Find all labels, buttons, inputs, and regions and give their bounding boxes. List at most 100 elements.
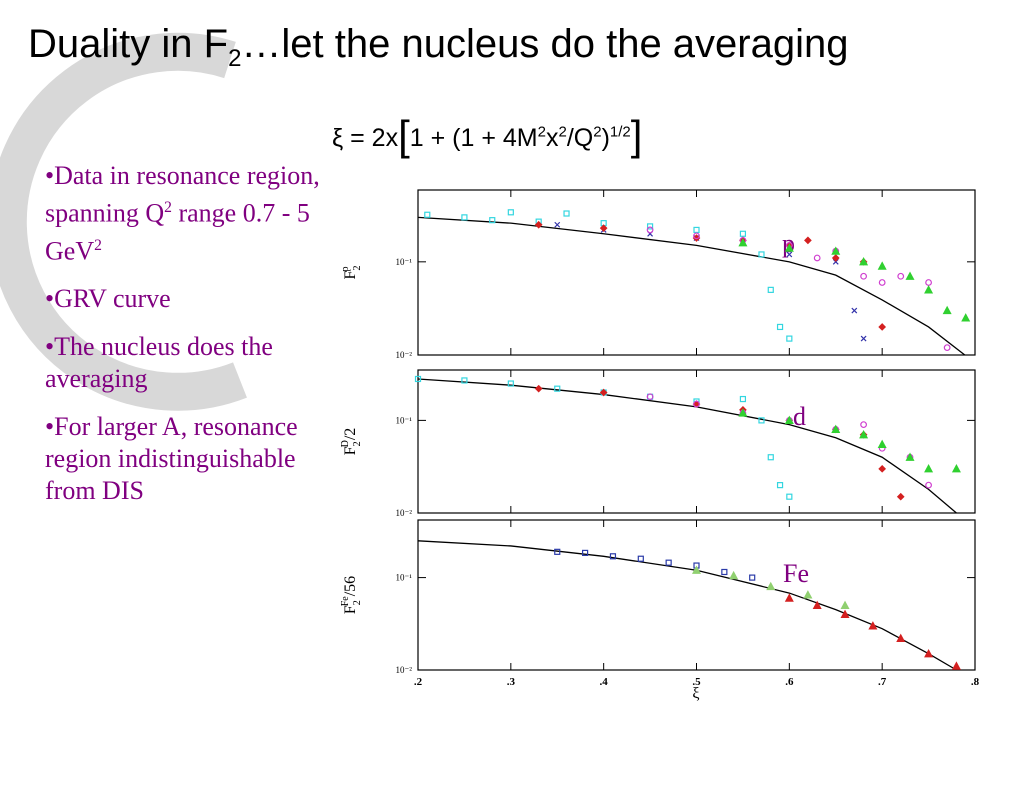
data-point <box>860 272 867 280</box>
data-point <box>461 214 468 221</box>
data-point <box>738 408 748 417</box>
formula-part: ξ = 2x <box>332 124 399 152</box>
data-point <box>943 344 951 352</box>
data-point <box>461 377 468 384</box>
data-point <box>646 223 654 230</box>
data-point <box>721 568 728 576</box>
data-point <box>784 415 794 424</box>
data-point <box>804 236 812 245</box>
data-point <box>609 553 617 560</box>
data-point <box>924 285 934 294</box>
panel-label: Fe <box>783 559 809 588</box>
data-point <box>776 323 784 331</box>
formula-part: [ <box>398 112 410 159</box>
x-tick-label: .8 <box>971 676 980 688</box>
data-point <box>563 210 570 217</box>
data-point <box>414 375 422 383</box>
data-point <box>554 221 561 228</box>
bullet-text: 2 <box>94 236 102 254</box>
data-point <box>665 559 672 566</box>
x-tick-label: .7 <box>878 676 887 688</box>
y-axis-label-part: /2 <box>342 428 359 440</box>
y-tick-label: 10⁻¹ <box>396 573 413 583</box>
data-point <box>831 424 841 433</box>
formula-part: /Q <box>566 124 594 152</box>
data-point <box>878 323 887 331</box>
plot-frame <box>417 189 976 356</box>
formula-part: 1 + (1 + 4M <box>409 124 538 152</box>
data-point <box>878 464 887 473</box>
data-point <box>693 232 700 240</box>
title-text: Duality in F <box>28 22 229 66</box>
data-point <box>840 600 850 610</box>
data-point <box>691 565 702 574</box>
bullet: •The nucleus does the averaging <box>45 331 335 395</box>
data-point <box>738 238 748 247</box>
data-point <box>878 279 886 286</box>
data-point <box>924 464 934 473</box>
y-axis-label: F2p <box>340 266 363 280</box>
y-axis-label-part: /56 <box>342 576 359 596</box>
y-tick-label: 10⁻² <box>396 350 413 360</box>
formula-part: 2 <box>593 123 602 141</box>
x-tick-label: .2 <box>414 676 423 688</box>
data-point <box>813 254 821 262</box>
data-point <box>951 661 961 670</box>
data-point <box>489 217 496 224</box>
data-point <box>860 335 867 342</box>
data-point <box>599 388 608 397</box>
plot-frame <box>417 369 976 514</box>
bullet: •For larger A, resonance region indistin… <box>45 411 335 507</box>
data-point <box>924 648 934 658</box>
formula-part: 2 <box>558 123 567 141</box>
data-point <box>693 226 700 234</box>
data-point <box>905 452 915 461</box>
y-axis-label: F2D/2 <box>340 428 363 456</box>
data-point <box>897 272 905 280</box>
y-axis-label-part: Fe <box>340 596 351 607</box>
data-point <box>951 464 961 473</box>
data-point <box>784 593 794 602</box>
y-axis-label: F2Fe/56 <box>340 576 363 614</box>
data-point <box>767 454 774 461</box>
data-point <box>646 226 654 234</box>
data-point <box>840 609 850 618</box>
data-point <box>507 380 514 387</box>
title-text: …let the nucleus do the averaging <box>241 22 849 66</box>
formula-part: 1/2 <box>609 123 631 141</box>
title-sub: 2 <box>228 45 242 72</box>
data-point <box>803 590 813 599</box>
y-axis-label-part: 2 <box>352 441 363 446</box>
data-point <box>424 211 431 218</box>
x-tick-label: .4 <box>600 676 609 688</box>
data-point <box>767 286 774 293</box>
data-point <box>831 254 840 262</box>
bullet-text: •The nucleus does the averaging <box>45 332 273 394</box>
formula-part: ) <box>601 124 610 152</box>
y-axis-label-part: F <box>342 446 359 455</box>
data-point <box>534 384 543 393</box>
data-point <box>831 246 841 255</box>
x-tick-label: .3 <box>507 676 516 688</box>
data-point <box>859 257 869 266</box>
data-point <box>896 492 905 501</box>
bullet-text: •For larger A, resonance region indistin… <box>45 412 298 506</box>
data-point <box>786 251 793 258</box>
data-point <box>758 251 765 258</box>
data-point <box>860 421 867 429</box>
data-point <box>776 482 784 489</box>
y-axis-label-part: 2 <box>352 600 363 605</box>
data-point <box>554 385 561 392</box>
y-axis-label-part: p <box>340 267 351 272</box>
grv-curve <box>417 216 966 356</box>
bullet-text: •Data in resonance region, spanning Q <box>45 161 320 228</box>
y-axis-label-part: F <box>342 270 359 279</box>
data-point <box>581 549 589 557</box>
title: Duality in F2…let the nucleus do the ave… <box>28 22 849 73</box>
x-axis-label: ξ <box>692 685 699 702</box>
data-point <box>749 574 756 581</box>
formula-part: ] <box>630 112 643 159</box>
